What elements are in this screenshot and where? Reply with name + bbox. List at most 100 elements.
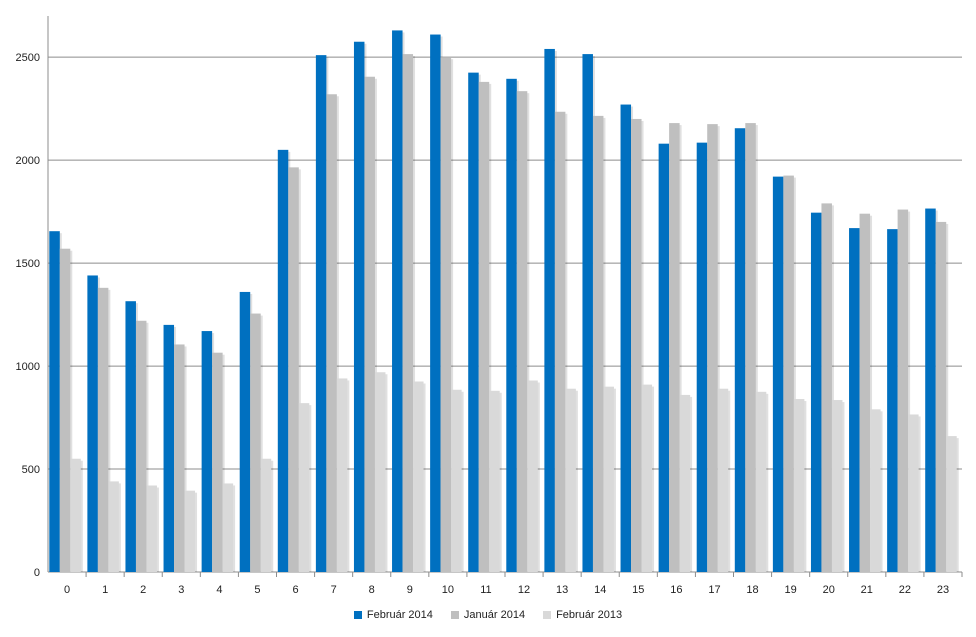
bar [506,78,517,573]
bar [908,414,919,572]
bar [592,115,604,572]
legend-label: Február 2013 [556,609,623,621]
bar [336,378,348,572]
y-tick-label: 1500 [16,258,40,270]
x-tick-label: 6 [292,584,298,596]
bar [468,72,479,572]
bar [831,400,843,572]
x-tick-label: 17 [708,584,720,596]
bar [821,203,832,573]
bar [745,123,756,572]
bar [402,54,414,572]
bar [222,483,234,572]
x-tick-label: 16 [670,584,682,596]
x-tick-label: 13 [556,584,568,596]
legend: Február 2014 Január 2014 Február 2013 [0,609,976,621]
bar [554,111,566,572]
x-tick-label: 10 [442,584,454,596]
bar [793,399,805,572]
bar [413,381,424,572]
bar [696,142,708,572]
legend-item-jan-2014: Január 2014 [450,609,526,621]
y-tick-label: 2500 [16,52,40,64]
x-tick-label: 9 [407,584,413,596]
bar [527,380,538,572]
x-tick-label: 19 [785,584,797,596]
bar [707,124,718,572]
bar [859,213,871,572]
x-tick-label: 18 [746,584,758,596]
legend-label: Február 2014 [366,609,433,621]
bar [897,209,909,572]
bar [489,390,500,572]
x-tick-label: 2 [140,584,146,596]
bar [669,123,680,572]
bar [641,384,653,572]
bar [565,388,576,572]
bar [59,248,71,572]
x-tick-label: 21 [861,584,873,596]
bar [250,313,261,572]
bar [298,403,310,572]
bar [135,320,147,572]
legend-item-feb-2013: Február 2013 [543,609,622,621]
bar [97,287,109,572]
x-tick-label: 8 [369,584,375,596]
y-tick-label: 0 [34,567,40,579]
bar [288,167,299,572]
x-tick-label: 14 [594,584,606,596]
bar [108,481,119,572]
bar [174,344,185,572]
bar [277,149,289,572]
bar [631,118,642,573]
bar [374,372,386,572]
bar [201,331,213,572]
bar [125,301,136,572]
bar [849,228,860,572]
bar [717,388,729,572]
x-tick-label: 22 [899,584,911,596]
x-tick-label: 11 [480,584,491,596]
x-tick-label: 23 [937,584,949,596]
bar [582,54,593,572]
bar [887,229,898,572]
bar [315,55,327,573]
legend-swatch [543,611,552,619]
bar [946,436,957,572]
bar [392,30,403,573]
bar [239,291,251,572]
legend-label: Január 2014 [463,609,526,621]
bar [260,458,272,572]
bar [544,48,555,573]
bar [810,212,822,573]
x-tick-label: 1 [102,584,108,596]
bar [87,275,98,572]
bar [212,352,223,572]
bar [70,458,81,572]
bar [478,81,490,572]
bar [772,176,784,572]
bar [440,57,452,573]
bar [679,394,691,572]
bar [620,104,632,572]
bar [430,34,441,573]
bar [163,324,175,572]
bar [326,94,337,572]
bar [870,409,881,572]
x-tick-label: 0 [64,584,70,596]
bar [658,143,670,572]
legend-swatch [353,611,362,619]
bar [353,41,365,573]
bar [734,128,746,573]
bar [49,231,60,572]
y-tick-label: 2000 [16,155,40,167]
bar [603,386,614,572]
bar [364,76,375,573]
x-tick-label: 3 [178,584,184,596]
bar [146,485,157,572]
bar [925,208,936,572]
x-tick-label: 5 [254,584,260,596]
x-tick-label: 20 [823,584,835,596]
